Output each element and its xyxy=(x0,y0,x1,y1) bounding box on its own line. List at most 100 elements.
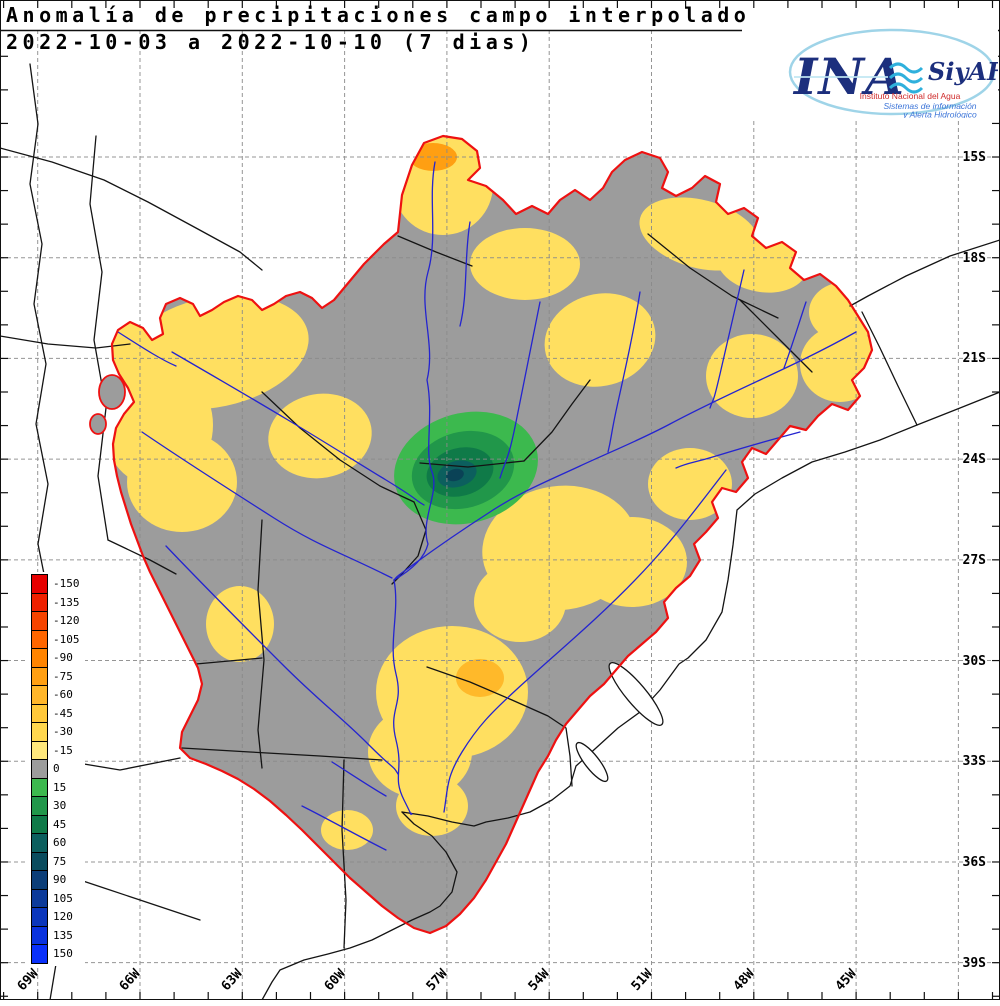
legend-entry: 30 xyxy=(31,796,80,816)
negative-anomaly-yellow-region xyxy=(706,334,798,418)
legend-entry: -60 xyxy=(31,685,80,705)
borders-and-coastline xyxy=(0,63,1000,1000)
legend-value-label: -30 xyxy=(53,725,73,739)
legend-entry: -120 xyxy=(31,611,80,631)
northern-stream xyxy=(459,221,471,327)
lat-tick-label: 24S xyxy=(962,452,986,468)
legend-color-swatch xyxy=(31,814,48,834)
legend-entry: -135 xyxy=(31,592,80,612)
legend-color-swatch xyxy=(31,907,48,927)
negative-anomaly-yellow-region xyxy=(470,228,580,300)
atlantic-coastline-south xyxy=(261,811,458,1000)
legend-value-label: 45 xyxy=(53,817,67,831)
legend-value-label: -90 xyxy=(53,651,73,665)
lat-tick-label: 33S xyxy=(962,754,986,770)
legend-entry: 45 xyxy=(31,814,80,834)
legend-color-swatch xyxy=(31,648,48,668)
negative-anomaly-yellow-region xyxy=(268,393,372,479)
legend-entry: 120 xyxy=(31,907,80,927)
legend-color-swatch xyxy=(31,833,48,853)
legend-color-swatch xyxy=(31,796,48,816)
legend-entry: 0 xyxy=(31,759,80,779)
legend-color-swatch xyxy=(31,703,48,723)
legend-value-label: 90 xyxy=(53,873,67,887)
legend-value-label: -150 xyxy=(53,577,80,591)
lat-tick-label: 30S xyxy=(962,653,986,669)
paraguay-brazil-border-2 xyxy=(523,379,591,462)
anomaly-color-legend: -150 -135 -120 -105 -90 -75 -60 -45 -30 -15 0 15 30 4… xyxy=(28,572,85,966)
legend-value-label: -75 xyxy=(53,669,73,683)
legend-value-label: 30 xyxy=(53,799,67,813)
legend-value-label: 105 xyxy=(53,891,73,905)
lat-tick-label: 21S xyxy=(962,351,986,367)
bolivia-border-1 xyxy=(0,147,263,271)
uruguay-river xyxy=(443,469,727,813)
western-sub-basins xyxy=(89,413,107,435)
legend-entry: 150 xyxy=(31,944,80,964)
legend-entry: -45 xyxy=(31,703,80,723)
negative-anomaly-yellow-region xyxy=(544,293,656,387)
lat-lon-gridlines xyxy=(0,30,1000,1000)
tributary-1 xyxy=(607,291,641,453)
logo-waves xyxy=(888,62,924,74)
logo-waves xyxy=(888,72,924,84)
rivers xyxy=(117,161,857,851)
southern-stream-1 xyxy=(301,805,387,851)
legend-color-swatch xyxy=(31,574,48,594)
legend-color-swatch xyxy=(31,611,48,631)
nw-stream xyxy=(117,331,177,367)
lat-tick-label: 15S xyxy=(962,150,986,165)
center-stream xyxy=(499,301,541,479)
west-province-border-2 xyxy=(107,539,177,575)
legend-value-label: 75 xyxy=(53,854,67,868)
legend-entry: -15 xyxy=(31,740,80,760)
negative-anomaly-yellow-region xyxy=(474,562,566,642)
negative-anomaly-yellow-region xyxy=(127,432,237,532)
parana-river-upper xyxy=(393,331,857,581)
santiago-border xyxy=(195,657,263,665)
logo-systems-text: Sistemas de información xyxy=(883,101,976,111)
salado-river xyxy=(165,545,399,775)
legend-entry: 135 xyxy=(31,925,80,945)
legend-color-swatch xyxy=(31,666,48,686)
brazil-inner-border-1 xyxy=(647,233,779,319)
lat-tick-label: 27S xyxy=(962,552,986,568)
legend-color-swatch xyxy=(31,944,48,964)
logo-waves xyxy=(888,62,924,94)
lagoa-mirim xyxy=(575,741,609,783)
legend-value-label: -60 xyxy=(53,688,73,702)
uruguay-brazil-border xyxy=(426,666,573,787)
logo-oval xyxy=(788,28,996,116)
legend-entry: -150 xyxy=(31,574,80,594)
legend-color-swatch xyxy=(31,759,48,779)
stronger-deficit-orange-spots xyxy=(456,659,504,697)
legend-value-label: -105 xyxy=(53,632,80,646)
logo-institute-text: Instituto Nacional del Agua xyxy=(860,91,961,101)
legend-entry: 60 xyxy=(31,833,80,853)
logo-water-stripe xyxy=(794,76,888,78)
iguazu-river xyxy=(675,431,801,469)
legend-color-swatch xyxy=(31,685,48,705)
southwest-province-border xyxy=(79,879,201,921)
positive-anomaly-green-core xyxy=(446,468,464,482)
logo-waves xyxy=(888,82,924,94)
legend-entry: -30 xyxy=(31,722,80,742)
logo-art: INA SiyAH Instituto Nacional del Agua Si… xyxy=(788,28,1000,120)
legend-entry: -75 xyxy=(31,666,80,686)
paraguay-river xyxy=(393,161,436,581)
buenosaires-west-border xyxy=(341,759,347,949)
legend-value-label: 0 xyxy=(53,762,60,776)
legend-entry: 75 xyxy=(31,851,80,871)
west-province-border xyxy=(89,135,109,541)
legend-entry: -105 xyxy=(31,629,80,649)
western-sub-basins xyxy=(98,374,126,410)
parana-river-lower xyxy=(392,579,413,816)
chaco-province-border xyxy=(257,519,265,769)
negative-anomaly-yellow-region xyxy=(577,517,687,607)
legend-value-label: -120 xyxy=(53,614,80,628)
legend-color-swatch xyxy=(31,722,48,742)
legend-value-label: -15 xyxy=(53,743,73,757)
